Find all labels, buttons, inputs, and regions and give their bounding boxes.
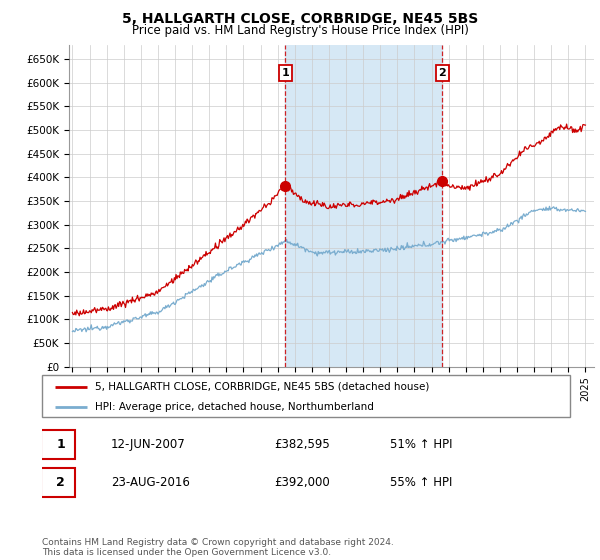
Text: £392,000: £392,000	[274, 476, 330, 489]
Text: 12-JUN-2007: 12-JUN-2007	[110, 438, 185, 451]
FancyBboxPatch shape	[41, 468, 75, 497]
Text: 2: 2	[439, 68, 446, 78]
Text: 51% ↑ HPI: 51% ↑ HPI	[391, 438, 453, 451]
Text: 23-AUG-2016: 23-AUG-2016	[110, 476, 190, 489]
Text: 55% ↑ HPI: 55% ↑ HPI	[391, 476, 453, 489]
Text: 1: 1	[56, 438, 65, 451]
Text: 5, HALLGARTH CLOSE, CORBRIDGE, NE45 5BS (detached house): 5, HALLGARTH CLOSE, CORBRIDGE, NE45 5BS …	[95, 382, 429, 392]
Text: £382,595: £382,595	[274, 438, 330, 451]
Text: 1: 1	[281, 68, 289, 78]
Text: 5, HALLGARTH CLOSE, CORBRIDGE, NE45 5BS: 5, HALLGARTH CLOSE, CORBRIDGE, NE45 5BS	[122, 12, 478, 26]
Text: Contains HM Land Registry data © Crown copyright and database right 2024.
This d: Contains HM Land Registry data © Crown c…	[42, 538, 394, 557]
Text: 2: 2	[56, 476, 65, 489]
FancyBboxPatch shape	[42, 375, 570, 417]
Bar	[285, 45, 442, 367]
Text: Price paid vs. HM Land Registry's House Price Index (HPI): Price paid vs. HM Land Registry's House …	[131, 24, 469, 36]
Text: HPI: Average price, detached house, Northumberland: HPI: Average price, detached house, Nort…	[95, 402, 374, 412]
FancyBboxPatch shape	[41, 430, 75, 459]
